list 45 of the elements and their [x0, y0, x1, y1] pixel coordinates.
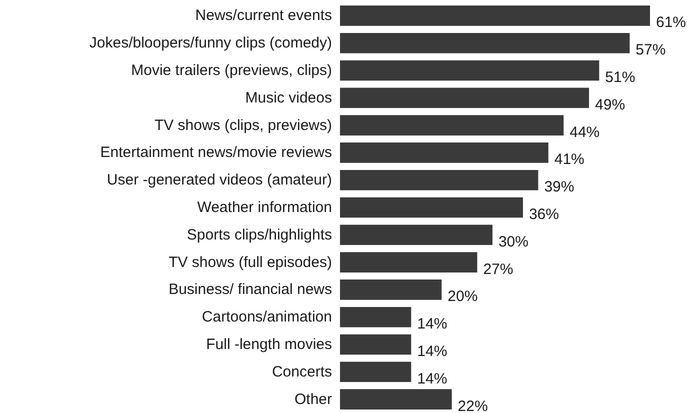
data-label: 22%: [458, 398, 488, 413]
data-label: 14%: [417, 370, 448, 388]
y-tick-label: Movie trailers (previews, clips): [131, 62, 332, 79]
bar: [340, 32, 630, 54]
bar: [340, 60, 600, 81]
bar: [340, 88, 590, 108]
bar: [340, 389, 452, 410]
y-tick-label: News/current events: [195, 7, 332, 24]
bar: [340, 306, 412, 328]
data-label: 14%: [417, 316, 448, 333]
data-label: 14%: [417, 343, 448, 360]
y-tick-label: Concerts: [272, 363, 332, 380]
data-label: 20%: [448, 288, 478, 306]
y-tick-label: Other: [294, 390, 332, 408]
bar: [340, 197, 523, 218]
bar: [340, 224, 492, 246]
data-label: 44%: [570, 124, 600, 141]
y-tick-label: TV shows (full episodes): [168, 254, 332, 271]
data-label: 61%: [656, 14, 686, 32]
data-label: 41%: [554, 151, 584, 168]
y-tick-label: Entertainment news/movie reviews: [100, 144, 332, 162]
y-tick-label: Sports clips/highlights: [186, 226, 332, 244]
data-label: 51%: [605, 69, 636, 86]
bar: [340, 362, 412, 382]
bar: [340, 6, 650, 26]
data-label: 30%: [498, 233, 528, 250]
y-tick-label: TV shows (clips, previews): [154, 116, 332, 134]
y-tick-label: Full -length movies: [206, 336, 332, 353]
y-tick-label: Cartoons/animation: [202, 308, 332, 326]
y-tick-label: User -generated videos (amateur): [106, 172, 332, 189]
bar: [340, 280, 442, 300]
y-tick-label: Music videos: [245, 89, 332, 106]
y-tick-label: Business/ financial news: [168, 281, 332, 298]
data-label: 57%: [636, 42, 666, 59]
data-label: 49%: [595, 96, 626, 114]
bar: [340, 142, 548, 163]
bar: [340, 115, 564, 136]
data-label: 27%: [483, 260, 514, 278]
bar: [340, 334, 412, 355]
y-tick-label: Weather information: [197, 199, 332, 216]
bar: [340, 170, 538, 190]
y-tick-label: Jokes/bloopers/funny clips (comedy): [89, 34, 332, 52]
data-label: 39%: [544, 178, 574, 196]
data-label: 36%: [528, 206, 559, 223]
bar: [340, 252, 478, 272]
